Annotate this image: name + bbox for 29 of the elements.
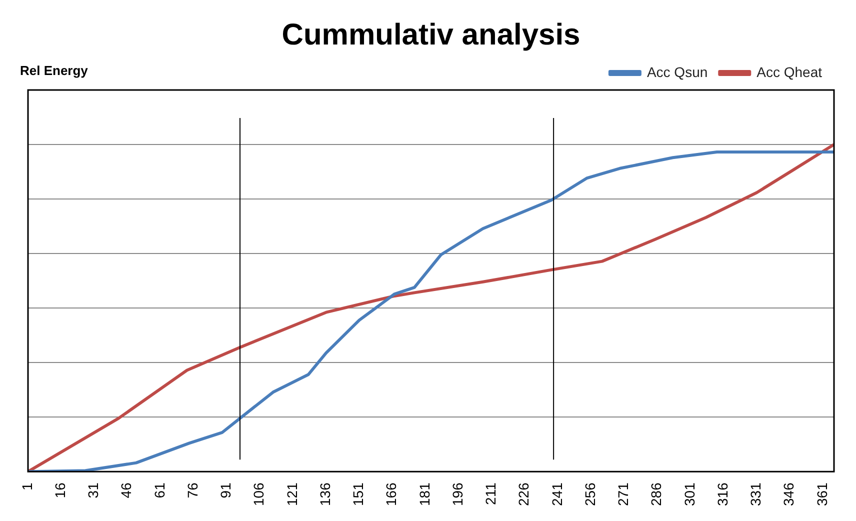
x-tick-label: 346 [780, 482, 797, 506]
x-tick-label: 1 [18, 482, 35, 490]
x-tick-label: 76 [184, 482, 200, 498]
x-tick-label: 271 [615, 482, 632, 506]
x-tick-label: 16 [52, 482, 68, 498]
legend-label: Acc Qheat [756, 64, 822, 80]
x-tick-label: 166 [383, 482, 400, 506]
x-tick-label: 91 [218, 482, 234, 498]
x-tick-label: 106 [250, 482, 267, 506]
x-tick-label: 226 [516, 482, 532, 506]
x-tick-label: 121 [284, 482, 300, 506]
x-tick-label: 31 [85, 482, 102, 498]
text: Rel Energy [20, 63, 89, 78]
x-tick-label: 286 [648, 482, 664, 506]
x-tick-label: 46 [118, 482, 134, 498]
x-tick-label: 241 [548, 482, 565, 506]
chart-title: Cummulativ analysis [282, 18, 580, 52]
x-tick-label: 181 [416, 482, 432, 506]
x-tick-label: 136 [316, 482, 333, 506]
x-tick-label: 61 [151, 482, 168, 498]
x-tick-label: 361 [814, 482, 830, 506]
legend-label: Acc Qsun [646, 64, 708, 80]
x-tick-label: 256 [582, 482, 598, 506]
x-tick-label: 316 [714, 482, 730, 506]
x-tick-label: 211 [482, 482, 499, 505]
x-tick-label: 331 [748, 482, 764, 506]
x-tick-label: 151 [350, 482, 366, 506]
x-tick-label: 196 [449, 482, 466, 506]
x-tick-label: 301 [681, 482, 698, 506]
